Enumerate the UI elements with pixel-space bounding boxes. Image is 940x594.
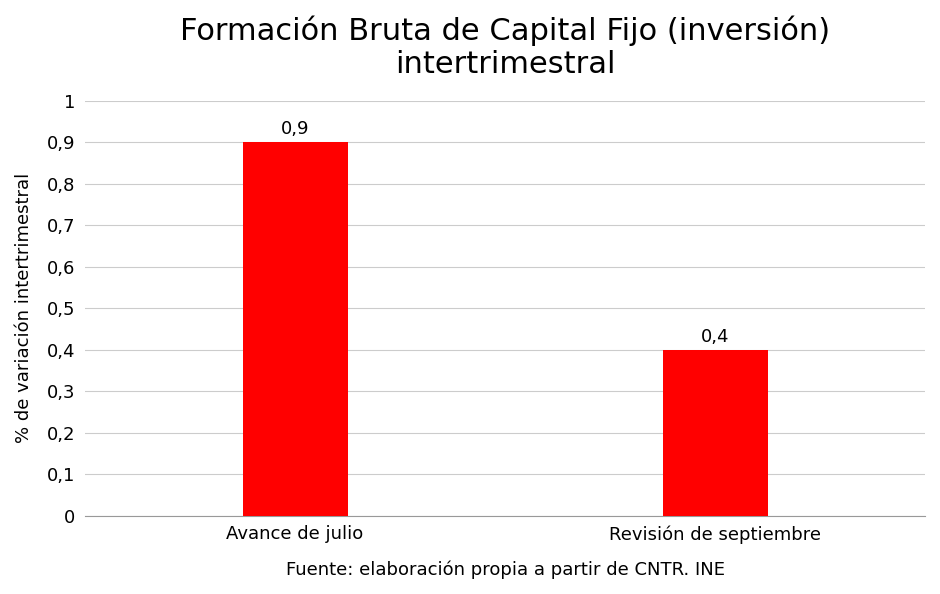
Y-axis label: % de variación intertrimestral: % de variación intertrimestral: [15, 173, 33, 443]
Text: 0,9: 0,9: [281, 120, 309, 138]
Bar: [243, 143, 348, 516]
X-axis label: Fuente: elaboración propia a partir de CNTR. INE: Fuente: elaboración propia a partir de C…: [286, 561, 725, 579]
Title: Formación Bruta de Capital Fijo (inversión)
intertrimestral: Formación Bruta de Capital Fijo (inversi…: [180, 15, 830, 79]
Text: 0,4: 0,4: [701, 327, 729, 346]
Bar: [663, 350, 768, 516]
